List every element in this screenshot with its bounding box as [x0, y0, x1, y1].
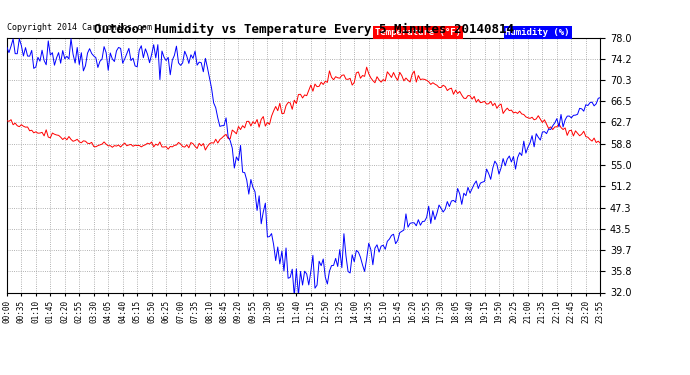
Text: Temperature (°F): Temperature (°F) [375, 28, 461, 37]
Text: Copyright 2014 Cartronics.com: Copyright 2014 Cartronics.com [7, 23, 152, 32]
Text: Humidity (%): Humidity (%) [505, 28, 570, 37]
Title: Outdoor Humidity vs Temperature Every 5 Minutes 20140814: Outdoor Humidity vs Temperature Every 5 … [94, 23, 513, 36]
